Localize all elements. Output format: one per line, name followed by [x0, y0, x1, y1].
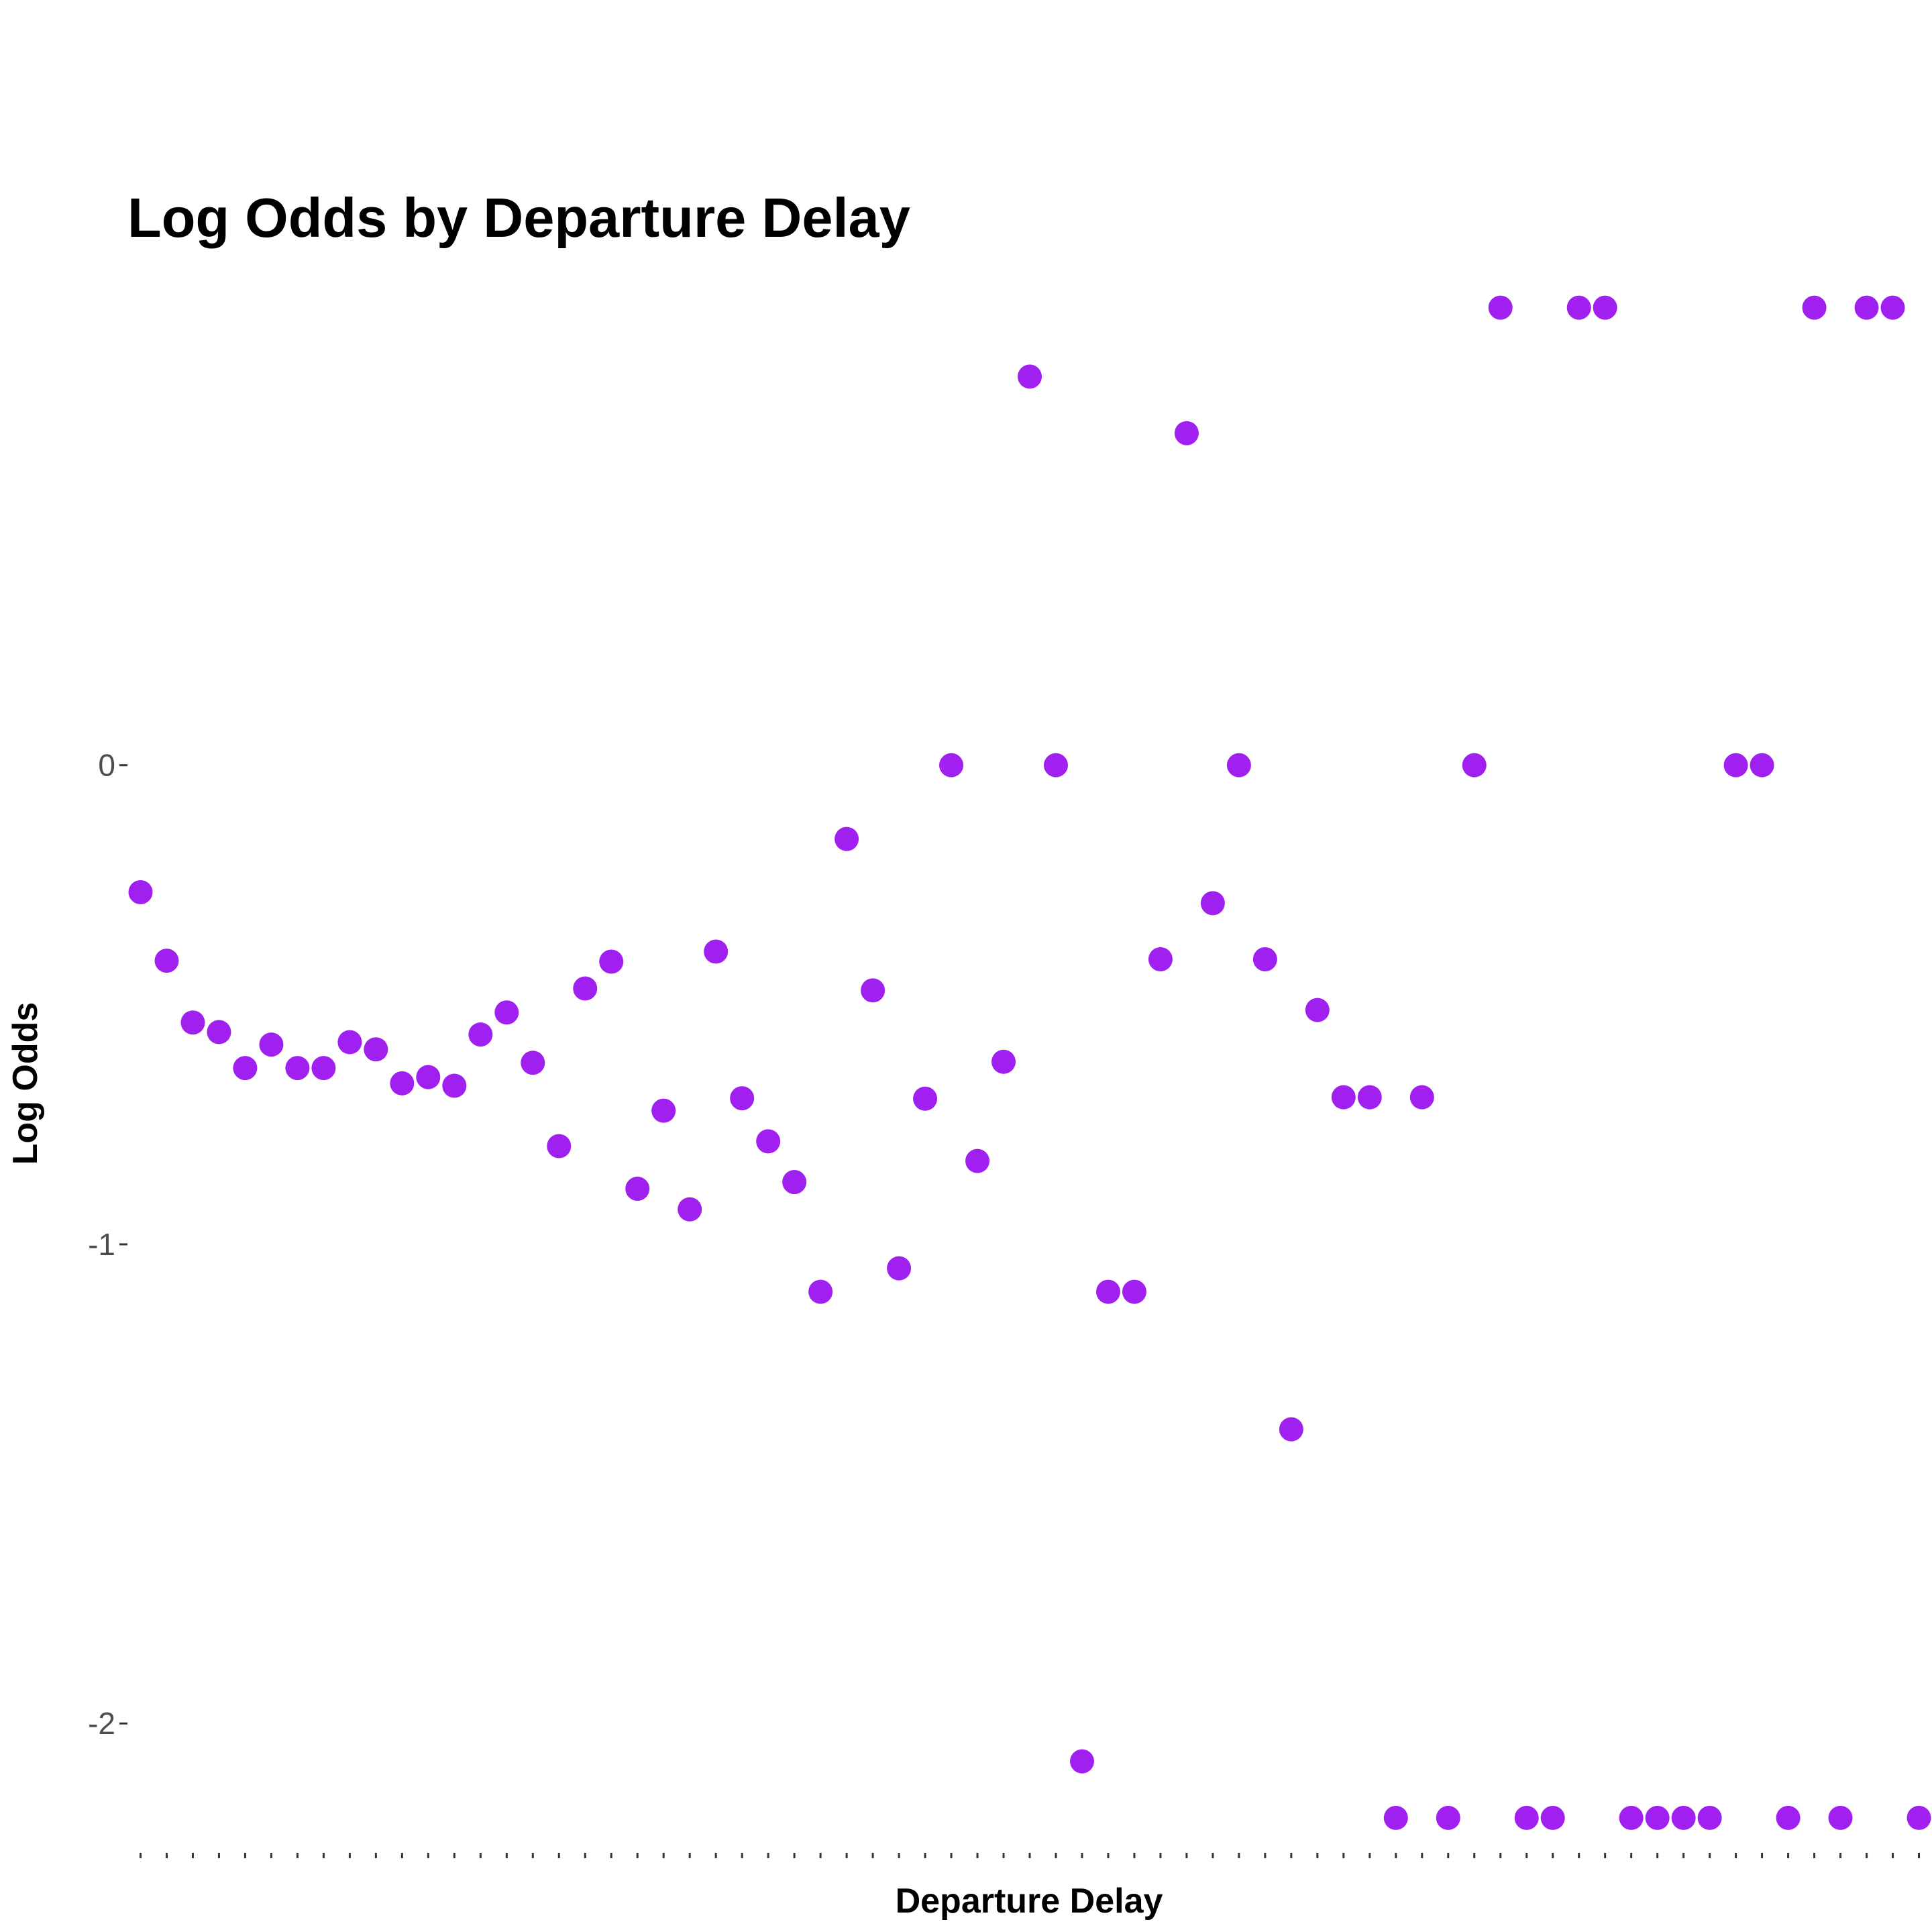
data-point [311, 1056, 336, 1081]
data-point [599, 949, 624, 974]
data-point [1566, 295, 1591, 320]
data-point [1252, 947, 1277, 971]
data-point [1436, 1805, 1460, 1830]
data-point [651, 1098, 676, 1123]
data-point [887, 1256, 912, 1281]
data-point [1488, 295, 1513, 320]
data-point [1095, 1279, 1120, 1304]
data-point [678, 1197, 702, 1222]
data-point [808, 1279, 833, 1304]
data-point [835, 826, 859, 851]
y-axis-title: Log Odds [6, 1002, 45, 1165]
data-point [1854, 295, 1879, 320]
data-point [939, 753, 964, 777]
data-point [180, 1010, 205, 1035]
data-point [782, 1170, 807, 1195]
data-point [1907, 1805, 1931, 1830]
data-point [1331, 1085, 1356, 1110]
data-point [1409, 1085, 1434, 1110]
data-point [1200, 891, 1225, 916]
x-axis-title: Departure Delay [896, 1882, 1163, 1921]
data-point [442, 1073, 467, 1098]
data-point [547, 1134, 572, 1159]
data-point [1593, 295, 1617, 320]
data-point [1018, 364, 1042, 389]
data-point [756, 1129, 781, 1154]
data-point [1383, 1805, 1408, 1830]
data-point [1697, 1805, 1722, 1830]
data-point [494, 1000, 519, 1025]
data-point [154, 949, 179, 973]
data-point [991, 1049, 1016, 1074]
data-point [1043, 753, 1068, 777]
data-point [1514, 1805, 1539, 1830]
data-point [128, 879, 153, 904]
data-point [468, 1022, 493, 1047]
data-point [1148, 947, 1173, 971]
data-point [625, 1177, 650, 1201]
data-point [1357, 1085, 1382, 1110]
data-point [965, 1148, 990, 1173]
data-point [1305, 998, 1330, 1022]
data-point [337, 1030, 362, 1055]
data-point [1828, 1805, 1853, 1830]
data-point [704, 939, 729, 964]
data-point [285, 1056, 310, 1081]
data-point [1174, 421, 1199, 445]
data-point [1462, 753, 1487, 777]
data-point [573, 976, 598, 1001]
data-point [521, 1051, 545, 1075]
data-point [730, 1086, 755, 1111]
data-point [1540, 1805, 1565, 1830]
data-point [1750, 753, 1774, 777]
data-point [913, 1086, 938, 1111]
y-tick-label: -1 [88, 1227, 115, 1262]
data-point [1226, 753, 1251, 777]
y-axis: 0 -1 -2 [88, 748, 127, 1741]
chart-title: Log Odds by Departure Delay [127, 186, 910, 249]
data-point [1671, 1805, 1696, 1830]
data-point [1880, 295, 1905, 320]
data-point [861, 978, 885, 1003]
x-axis [139, 1853, 1921, 1858]
data-point [390, 1071, 415, 1095]
data-point [259, 1032, 284, 1057]
data-point [1619, 1805, 1644, 1830]
data-points [128, 295, 1931, 1830]
data-point [416, 1065, 441, 1089]
data-point [1069, 1749, 1094, 1774]
data-point [1723, 753, 1748, 777]
data-point [1645, 1805, 1670, 1830]
data-point [1776, 1805, 1801, 1830]
data-point [364, 1037, 388, 1062]
data-point [1802, 295, 1827, 320]
data-point [1279, 1417, 1303, 1442]
data-point [1122, 1279, 1146, 1304]
data-point [207, 1020, 231, 1044]
y-tick-label: 0 [98, 748, 115, 783]
data-point [233, 1056, 258, 1081]
y-tick-label: -2 [88, 1706, 115, 1741]
